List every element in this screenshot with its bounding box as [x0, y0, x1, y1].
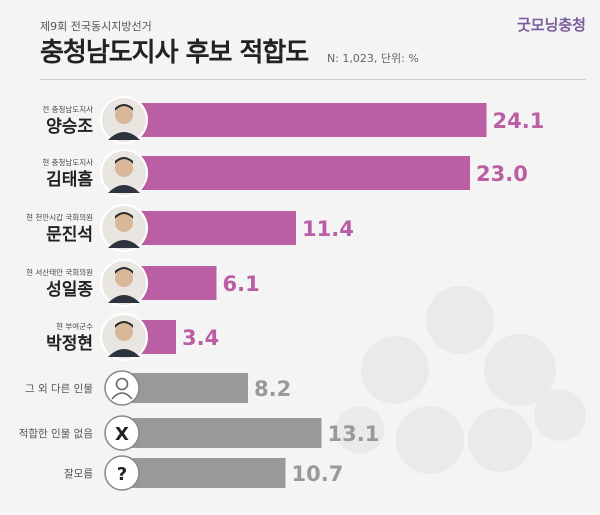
person-icon [115, 377, 129, 391]
bar [125, 373, 248, 403]
category-label: 그 외 다른 인물 [25, 383, 93, 395]
icon-circle [104, 415, 140, 451]
hair-shape [115, 267, 133, 274]
chart-title: 충청남도지사 후보 적합도 [40, 38, 309, 68]
candidate-note: 현 천안시갑 국회의원 [26, 212, 93, 222]
face-shape [115, 214, 133, 232]
suit-shape [108, 240, 140, 248]
hair-shape [115, 321, 133, 328]
candidate-note: 현 서산태안 국회의원 [26, 267, 93, 277]
category-label: 잘모름 [64, 468, 93, 480]
candidate-note: 현 부여군수 [56, 321, 93, 331]
icon-circle [104, 455, 140, 491]
category-label: 성일종 [46, 280, 93, 300]
bar [125, 418, 322, 448]
suit-shape [108, 295, 140, 303]
category-label: 김태흠 [46, 169, 93, 190]
hair-shape [115, 104, 133, 111]
hair-shape [115, 212, 133, 219]
suit-shape [108, 132, 140, 140]
value-label: 3.4 [182, 326, 219, 350]
brand-logo: 굿모닝충청 [516, 16, 586, 34]
value-label: 6.1 [223, 272, 260, 296]
bar [125, 211, 296, 245]
bar-row: 10.7 잘모름? [64, 455, 344, 491]
category-label: 박정현 [46, 334, 93, 354]
question-mark: ? [117, 464, 127, 485]
candidate-note: 전 충청남도지사 [42, 104, 93, 114]
suit-shape [108, 349, 140, 357]
sample-info: N: 1,023, 단위: % [327, 52, 419, 65]
category-label: 양승조 [46, 117, 93, 137]
bar-row: 8.2 그 외 다른 인물 [25, 370, 291, 406]
divider [40, 79, 586, 80]
bar-row: 13.1 적합한 인물 없음 X [19, 415, 380, 451]
value-label: 11.4 [302, 217, 354, 241]
hair-shape [115, 157, 133, 164]
category-label: 문진석 [46, 225, 93, 245]
suit-shape [108, 185, 140, 193]
bar [125, 458, 286, 488]
value-label: 13.1 [328, 422, 380, 446]
person-body-icon [111, 392, 133, 400]
candidate-note: 현 충청남도지사 [42, 158, 93, 167]
face-shape [115, 323, 133, 341]
bar [125, 156, 470, 190]
face-shape [115, 106, 133, 124]
category-label: 적합한 인물 없음 [19, 427, 94, 440]
x-mark: X [115, 424, 129, 445]
icon-circle [104, 370, 140, 406]
value-label: 24.1 [493, 109, 545, 133]
chart-subtitle: 제9회 전국동시지방선거 [40, 20, 152, 33]
face-shape [115, 269, 133, 287]
value-label: 10.7 [292, 462, 344, 486]
face-shape [115, 159, 133, 177]
value-label: 23.0 [476, 162, 528, 186]
bar [125, 103, 487, 137]
value-label: 8.2 [254, 377, 291, 401]
